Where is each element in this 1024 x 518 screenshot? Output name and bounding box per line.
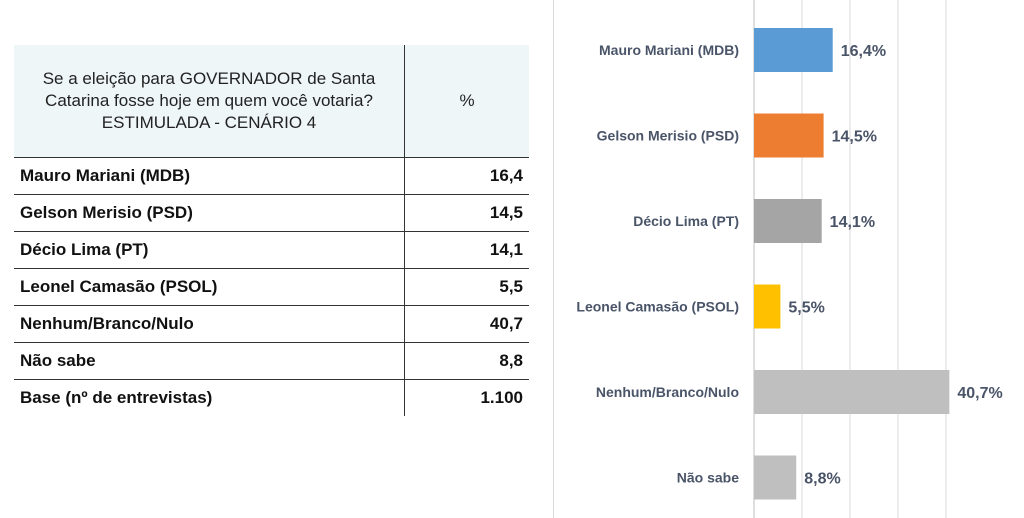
data-label: 8,8%: [804, 471, 840, 488]
row-value: 14,1: [404, 231, 529, 269]
row-label: Mauro Mariani (MDB): [14, 157, 405, 195]
chart-bars: [754, 28, 950, 500]
bar: [754, 199, 822, 243]
table-percent-header: %: [404, 45, 529, 158]
row-label: Base (nº de entrevistas): [14, 379, 405, 416]
category-label: Décio Lima (PT): [633, 213, 739, 229]
row-value: 1.100: [404, 379, 529, 416]
category-label: Mauro Mariani (MDB): [599, 42, 739, 58]
category-label: Gelson Merisio (PSD): [597, 128, 739, 144]
table-row: Nenhum/Branco/Nulo 40,7: [14, 305, 529, 343]
category-label: Leonel Camasão (PSOL): [576, 299, 739, 315]
table-row-base: Base (nº de entrevistas) 1.100: [14, 379, 529, 416]
table-row: Gelson Merisio (PSD) 14,5: [14, 194, 529, 232]
row-label: Não sabe: [14, 342, 405, 380]
bar: [754, 113, 824, 158]
table-row: Não sabe 8,8: [14, 342, 529, 380]
row-value: 5,5: [404, 268, 529, 306]
category-label: Não sabe: [677, 470, 739, 486]
data-label: 40,7%: [957, 385, 1002, 402]
data-label: 14,5%: [832, 129, 877, 146]
row-label: Décio Lima (PT): [14, 231, 405, 269]
table-question-header: Se a eleição para GOVERNADOR de Santa Ca…: [14, 45, 405, 158]
table-row: Mauro Mariani (MDB) 16,4: [14, 157, 529, 195]
table-row: Décio Lima (PT) 14,1: [14, 231, 529, 269]
row-value: 40,7: [404, 305, 529, 343]
bar: [754, 455, 797, 500]
row-value: 16,4: [404, 157, 529, 195]
chart-labels: Mauro Mariani (MDB) 16,4% Gelson Merisio (…: [576, 42, 1002, 488]
bar: [754, 284, 781, 329]
row-label: Gelson Merisio (PSD): [14, 194, 405, 232]
data-label: 5,5%: [788, 300, 824, 317]
row-value: 8,8: [404, 342, 529, 380]
bar: [754, 370, 950, 414]
panel-divider: [553, 0, 554, 518]
category-label: Nenhum/Branco/Nulo: [596, 384, 739, 400]
row-label: Leonel Camasão (PSOL): [14, 268, 405, 306]
data-label: 14,1%: [830, 214, 875, 231]
data-label: 16,4%: [841, 43, 886, 60]
row-label: Nenhum/Branco/Nulo: [14, 305, 405, 343]
poll-table: Se a eleição para GOVERNADOR de Santa Ca…: [14, 45, 529, 416]
chart-gridlines: [753, 0, 947, 518]
bar-chart: Mauro Mariani (MDB) 16,4% Gelson Merisio (…: [576, 0, 1003, 518]
row-value: 14,5: [404, 194, 529, 232]
bar: [754, 28, 833, 72]
table-row: Leonel Camasão (PSOL) 5,5: [14, 268, 529, 306]
table-header-row: Se a eleição para GOVERNADOR de Santa Ca…: [14, 45, 529, 158]
